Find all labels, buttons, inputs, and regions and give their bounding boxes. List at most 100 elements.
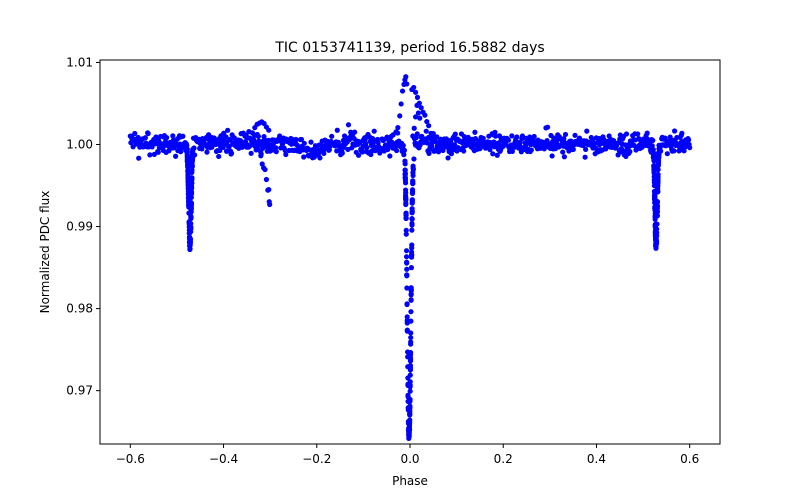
data-point (400, 142, 406, 149)
data-point (583, 146, 589, 152)
data-point (262, 166, 268, 173)
y-tick-label: 0.98 (66, 302, 93, 316)
data-point (404, 260, 410, 266)
data-point (652, 228, 659, 235)
data-point (301, 140, 307, 146)
data-point (404, 266, 410, 272)
data-point (185, 191, 191, 197)
data-point (185, 168, 191, 175)
data-point (409, 187, 416, 193)
data-point (417, 115, 423, 121)
data-point (410, 165, 416, 171)
data-point (570, 146, 576, 152)
data-point (408, 339, 414, 345)
data-point (403, 254, 410, 260)
data-point (472, 129, 478, 135)
data-point (410, 170, 416, 176)
data-point (178, 149, 184, 155)
data-point (408, 287, 414, 293)
data-point (407, 372, 413, 378)
data-point (403, 201, 409, 208)
data-point (317, 155, 323, 161)
data-point (409, 252, 415, 258)
data-point (496, 140, 502, 146)
data-point (352, 129, 358, 135)
data-point (651, 164, 657, 170)
data-point (293, 136, 299, 143)
data-point (403, 74, 409, 80)
data-point (541, 146, 547, 152)
data-point (407, 367, 414, 373)
data-point (582, 154, 588, 160)
data-point (326, 147, 333, 153)
y-tick-label: 1.01 (66, 55, 93, 69)
data-point (409, 227, 415, 233)
data-point (492, 129, 498, 135)
data-point (452, 131, 458, 137)
data-point (407, 352, 414, 358)
data-point (266, 127, 272, 133)
data-point (650, 154, 657, 161)
data-point (265, 137, 272, 143)
y-tick-label: 0.97 (66, 384, 93, 398)
data-point (649, 143, 655, 149)
x-tick-label: −0.2 (302, 452, 331, 466)
data-point (414, 131, 420, 137)
data-point (549, 153, 555, 159)
data-point (412, 89, 419, 95)
data-point (173, 153, 179, 159)
data-point (405, 427, 412, 434)
data-point (408, 334, 414, 341)
data-point (363, 141, 369, 147)
data-point (185, 163, 191, 169)
data-point (142, 135, 148, 141)
data-point (408, 265, 414, 271)
data-point (403, 248, 410, 254)
data-point (184, 151, 190, 157)
data-point (398, 101, 404, 107)
data-point (190, 151, 196, 157)
data-point (653, 243, 659, 249)
data-point (387, 153, 393, 159)
data-point (188, 214, 194, 220)
data-point (145, 130, 151, 137)
data-point (664, 151, 670, 157)
data-point (404, 301, 410, 308)
data-point (401, 147, 408, 153)
data-point (652, 196, 658, 202)
data-point (687, 145, 693, 151)
data-point (405, 381, 411, 387)
data-point (226, 143, 232, 149)
data-point (180, 133, 186, 139)
y-tick-label: 0.99 (66, 220, 93, 234)
data-point (654, 209, 660, 215)
data-point (186, 234, 193, 240)
data-point (402, 174, 408, 180)
data-point (418, 105, 424, 111)
data-point (655, 183, 661, 189)
x-tick-label: −0.6 (116, 452, 145, 466)
data-point (409, 220, 415, 227)
data-point (623, 131, 630, 137)
data-point (652, 200, 658, 206)
data-point (422, 112, 428, 118)
data-point (393, 129, 399, 135)
data-point (412, 114, 419, 120)
data-point (371, 128, 377, 134)
data-point (651, 174, 657, 180)
data-point (671, 148, 677, 154)
data-point (423, 128, 429, 134)
data-point (149, 144, 155, 150)
y-tick-label: 1.00 (66, 138, 93, 152)
y-axis-label: Normalized PDC flux (38, 191, 52, 314)
data-point (395, 125, 401, 131)
data-point (189, 163, 195, 169)
data-point (267, 201, 273, 208)
data-point (411, 125, 417, 131)
data-point (339, 150, 345, 156)
data-point (528, 147, 534, 153)
data-point (404, 327, 410, 333)
data-point (189, 180, 195, 186)
data-point (410, 178, 416, 184)
